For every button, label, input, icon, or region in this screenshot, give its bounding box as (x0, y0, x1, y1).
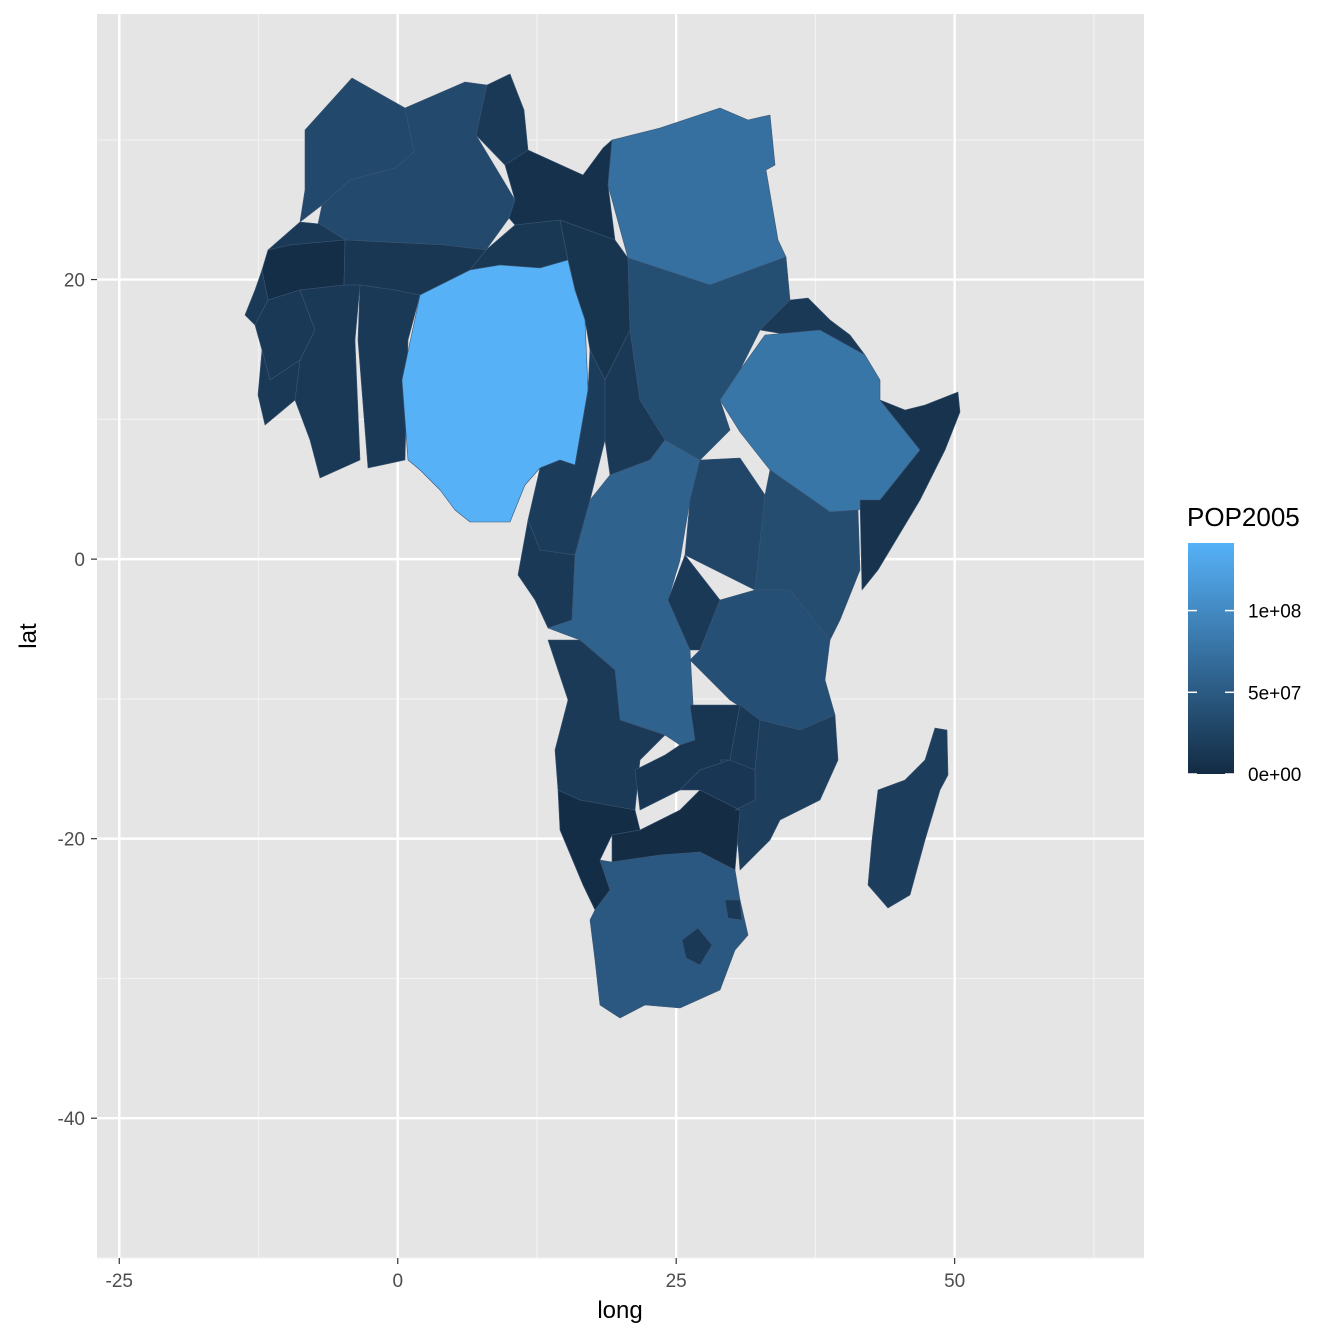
x-tick-label: -25 (106, 1271, 133, 1292)
legend-label: 0e+00 (1248, 765, 1301, 786)
region-zimbabwe (679, 759, 756, 811)
region-egypt (607, 107, 787, 286)
region-swaziland (724, 899, 743, 921)
region-libya (504, 139, 616, 241)
legend-ticks: 0e+00 5e+07 1e+08 (1188, 602, 1301, 786)
x-tick-label: 50 (944, 1271, 965, 1292)
region-sierra-leone (257, 349, 301, 426)
y-tick-label: -20 (58, 830, 85, 851)
legend-label: 1e+08 (1248, 602, 1301, 623)
y-tick-label: -40 (58, 1109, 85, 1130)
region-madagascar (867, 727, 949, 909)
legend-colorbar (1188, 543, 1234, 774)
region-ivory-coast (294, 284, 361, 479)
color-legend: POP2005 0e+00 5e+07 1e+08 (1187, 502, 1301, 786)
y-tick-label: 0 (74, 550, 85, 571)
region-senegal (244, 269, 269, 326)
region-somalia (859, 391, 961, 591)
x-axis-ticks: -25 0 25 50 (106, 1258, 965, 1292)
region-south-africa (589, 851, 749, 1019)
africa-map (244, 73, 961, 1019)
y-tick-label: 20 (64, 271, 85, 292)
x-tick-label: 25 (666, 1271, 687, 1292)
x-tick-label: 0 (392, 1271, 403, 1292)
x-axis-title: long (597, 1297, 642, 1324)
legend-title: POP2005 (1187, 502, 1300, 532)
y-axis-title: lat (15, 623, 42, 649)
legend-label: 5e+07 (1248, 683, 1301, 704)
y-axis-ticks: 20 0 -20 -40 (58, 271, 97, 1130)
region-lesotho (681, 927, 713, 966)
